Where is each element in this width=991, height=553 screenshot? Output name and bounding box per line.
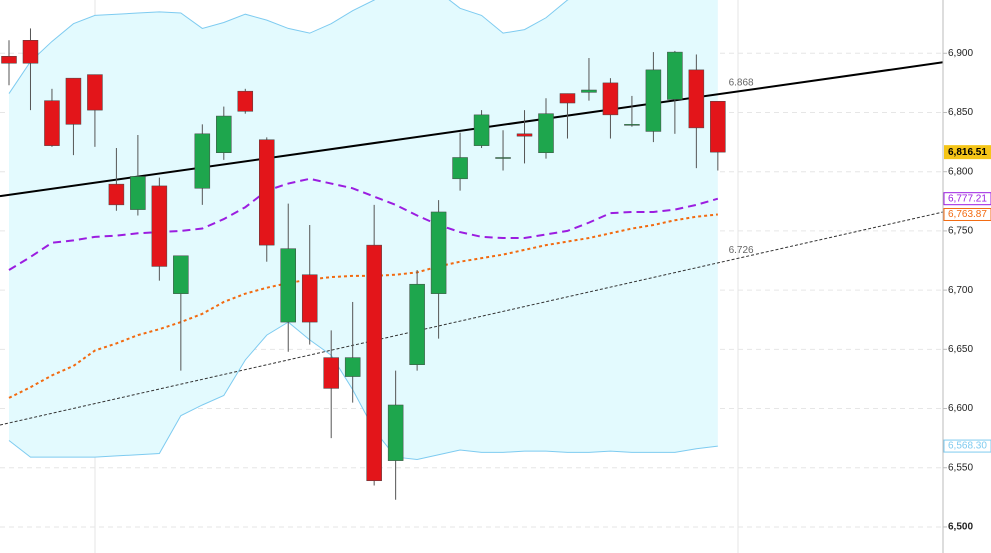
candle-body [387,404,404,461]
price-tag-label: 6,568.30 [948,441,987,452]
candle-body [645,69,662,132]
y-tick-label: 6,900 [948,48,973,59]
y-tick-label: 6,600 [948,403,973,414]
candle-body [538,113,554,154]
candle-body [44,100,60,146]
candle-body [710,100,726,153]
candle-body [366,244,382,482]
price-tag [943,439,991,453]
candle-body [301,274,318,323]
indicator-line [8,213,718,399]
y-axis-labels: 6,500 6,550 6,600 6,650 6,700 6,750 6,800 6,850… [943,48,991,533]
trendline [0,211,943,426]
band-area [9,0,718,460]
y-tick-label: 6,650 [948,344,973,355]
candle-body [108,183,125,206]
candle-body [602,82,619,116]
candle-body [1,55,17,64]
plot-area: 6.868 6.726 [0,0,943,528]
candle-body [130,176,146,210]
y-tick-label: 6,850 [948,107,973,118]
y-tick-label: 6,750 [948,226,973,237]
candle-body [22,40,39,64]
indicator-line [8,177,719,271]
candle-body [473,114,490,146]
candle-body [430,211,447,294]
candle-body [65,77,82,125]
candle-body [667,51,683,100]
candle-body [194,133,211,189]
trendline-label: 6.726 [729,245,754,256]
candle-body [559,93,576,104]
candle-body [151,185,168,267]
candle-body [624,124,640,126]
price-tag [943,192,991,206]
candle-body [495,157,511,159]
trendline [0,61,943,198]
last-price-label: 6,816.51 [948,147,987,158]
y-tick-label: 6,550 [948,462,973,473]
price-tag-label: 6,763.87 [948,209,987,220]
candle-body [344,357,361,377]
price-tag [943,207,991,221]
candle-body [581,89,597,93]
candle-body [516,133,533,137]
last-price-tag [944,145,991,160]
candle-body [216,115,232,154]
indicator-line [8,0,569,94]
candle-body [87,74,103,111]
candle-body [280,248,296,323]
y-tick-label: 6,800 [948,166,973,177]
candle-body [409,283,425,365]
price-tag-label: 6,777.21 [948,193,987,204]
candle-body [688,69,705,129]
candle-body [452,157,468,180]
indicator-line [8,321,718,460]
candle-body [173,255,189,294]
candle-body [259,139,275,246]
candle-body [237,90,254,112]
y-tick-label: 6,700 [948,285,973,296]
trendline-label: 6.868 [729,77,754,88]
candle-body [323,357,339,389]
y-tick-label: 6,500 [948,522,973,533]
